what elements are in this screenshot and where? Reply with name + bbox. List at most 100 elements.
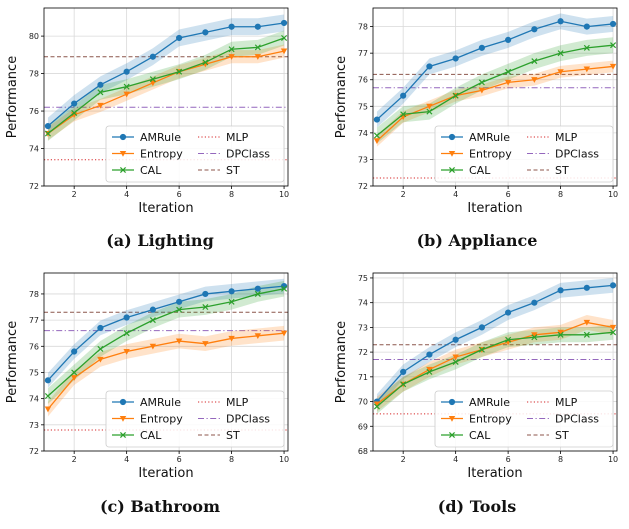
data-point-entropy (373, 401, 381, 408)
data-point-entropy (557, 329, 564, 336)
legend-label-cal: CAL (469, 429, 491, 442)
y-tick-label: 75 (358, 274, 368, 283)
y-tick-label: 74 (29, 395, 39, 404)
legend-label-dpclass: DPClass (226, 148, 270, 161)
data-point-amrule (202, 290, 209, 298)
x-tick-label: 10 (279, 455, 289, 464)
data-point-cal (254, 290, 261, 297)
y-tick-label: 78 (29, 290, 39, 299)
legend-label-cal: CAL (140, 429, 162, 442)
data-point-cal (400, 111, 407, 118)
legend-marker-cal (448, 431, 456, 439)
legend-marker-amrule (119, 133, 127, 141)
x-tick-label: 8 (558, 455, 563, 464)
y-tick-label: 72 (358, 348, 368, 357)
chart-panel-2: 2 4 6 8 10 72 73 74 75 76 77 78 Iteration Performance… (334, 7, 618, 250)
x-tick-label: 8 (229, 190, 234, 199)
data-point-cal (557, 50, 564, 57)
data-point-cal (228, 46, 235, 53)
data-point-cal (505, 68, 512, 75)
legend-label-entropy: Entropy (469, 413, 512, 426)
panel-caption: (d) Tools (438, 497, 516, 516)
data-point-amrule (71, 100, 78, 107)
data-point-amrule (478, 44, 485, 51)
x-tick-label: 2 (401, 455, 406, 464)
data-point-cal (149, 317, 156, 324)
data-point-entropy (149, 343, 157, 350)
legend-label-dpclass: DPClass (226, 413, 270, 426)
x-tick-label: 6 (506, 455, 511, 464)
confidence-band-amrule (376, 13, 614, 128)
y-tick-label: 73 (358, 155, 368, 164)
data-point-entropy (254, 333, 262, 340)
data-point-entropy (254, 54, 262, 60)
data-point-cal (505, 336, 512, 343)
series-line-entropy (47, 332, 285, 410)
chart-panel-3: 2 4 6 8 10 72 73 74 75 76 77 78 Iteration Performance… (5, 272, 289, 516)
data-point-amrule (400, 368, 407, 375)
x-tick-label: 10 (279, 190, 289, 199)
data-point-cal (478, 346, 485, 353)
data-point-entropy (70, 375, 78, 381)
data-point-cal (557, 331, 564, 338)
x-tick-label: 10 (608, 190, 618, 199)
data-point-cal (478, 79, 485, 86)
data-point-entropy (123, 348, 130, 355)
data-point-cal (426, 368, 433, 375)
y-axis-label: Performance (334, 321, 349, 403)
legend-label-st: ST (555, 429, 569, 442)
panel-caption: (c) Bathroom (100, 497, 220, 516)
confidence-band-amrule (376, 277, 614, 409)
confidence-band-entropy (47, 44, 285, 141)
series-line-amrule (376, 284, 614, 402)
legend-marker-cal (448, 166, 456, 174)
y-tick-label: 77 (29, 316, 39, 325)
data-point-cal (176, 68, 183, 75)
data-point-amrule (123, 68, 130, 75)
y-tick-label: 75 (29, 368, 39, 377)
x-tick-label: 4 (453, 455, 458, 464)
data-point-amrule (531, 299, 538, 306)
data-point-amrule (254, 23, 261, 30)
data-point-entropy (373, 138, 381, 145)
data-point-amrule (609, 282, 617, 289)
legend-label-amrule: AMRule (140, 131, 181, 144)
x-axis-label: Iteration (138, 466, 193, 481)
legend-label-dpclass: DPClass (555, 413, 599, 426)
series-line-cal (376, 331, 614, 407)
x-tick-label: 6 (506, 190, 511, 199)
plot-frame (43, 272, 289, 452)
series-line-cal (376, 44, 614, 137)
y-tick-label: 75 (358, 102, 368, 111)
data-point-entropy (583, 66, 591, 73)
data-point-cal (373, 403, 380, 410)
legend-marker-entropy (119, 415, 127, 422)
chart-panel-4: 2 4 6 8 106869707172737475IterationPerforman… (334, 272, 618, 516)
data-point-cal (44, 130, 51, 137)
data-point-cal (400, 381, 407, 388)
data-point-entropy (504, 79, 512, 86)
data-point-entropy (531, 332, 538, 339)
data-point-cal (97, 345, 104, 352)
data-point-entropy (202, 341, 209, 347)
data-point-amrule (44, 377, 52, 384)
data-point-amrule (123, 314, 130, 321)
y-tick-label: 74 (358, 299, 368, 308)
data-point-amrule (176, 34, 183, 42)
y-tick-label: 73 (358, 323, 368, 332)
y-tick-label: 73 (29, 421, 39, 430)
x-tick-label: 6 (177, 455, 182, 464)
data-point-entropy (557, 69, 564, 75)
y-axis-label: Performance (5, 321, 20, 403)
legend-label-cal: CAL (140, 164, 162, 177)
x-tick-label: 4 (124, 455, 129, 464)
data-point-cal (123, 83, 130, 90)
data-point-cal (531, 334, 538, 341)
plot-frame (43, 7, 289, 187)
data-point-cal (254, 44, 261, 51)
data-point-cal (97, 89, 104, 96)
data-point-amrule (531, 26, 538, 33)
series-line-amrule (47, 285, 285, 381)
y-tick-label: 72 (29, 182, 39, 191)
